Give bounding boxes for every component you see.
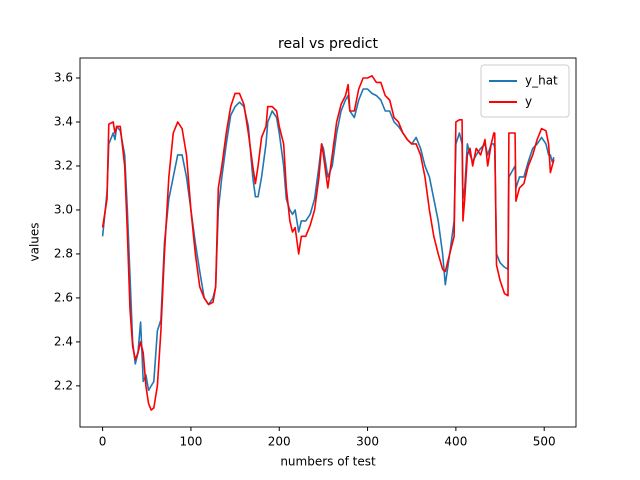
x-tick-label: 400 <box>444 435 467 449</box>
y-tick-label: 2.2 <box>54 378 73 392</box>
y-tick-label: 2.4 <box>54 334 73 348</box>
y-tick-label: 3.0 <box>54 202 73 216</box>
x-tick-label: 200 <box>268 435 291 449</box>
x-tick-label: 0 <box>99 435 107 449</box>
x-axis-label: numbers of test <box>280 455 376 469</box>
y-tick-label: 3.4 <box>54 114 73 128</box>
x-tick-label: 500 <box>533 435 556 449</box>
legend-label: y <box>525 95 532 109</box>
y-tick-label: 2.8 <box>54 246 73 260</box>
y-axis-label: values <box>28 222 42 261</box>
y-tick-label: 3.2 <box>54 158 73 172</box>
plot-frame <box>79 57 577 428</box>
x-tick-label: 300 <box>356 435 379 449</box>
y-tick-label: 3.6 <box>54 71 73 85</box>
chart-title: real vs predict <box>278 36 378 52</box>
x-tick-label: 100 <box>179 435 202 449</box>
legend-box <box>480 64 570 118</box>
series-line <box>101 75 555 411</box>
y-tick-label: 2.6 <box>54 290 73 304</box>
legend-label: y_hat <box>525 74 558 88</box>
